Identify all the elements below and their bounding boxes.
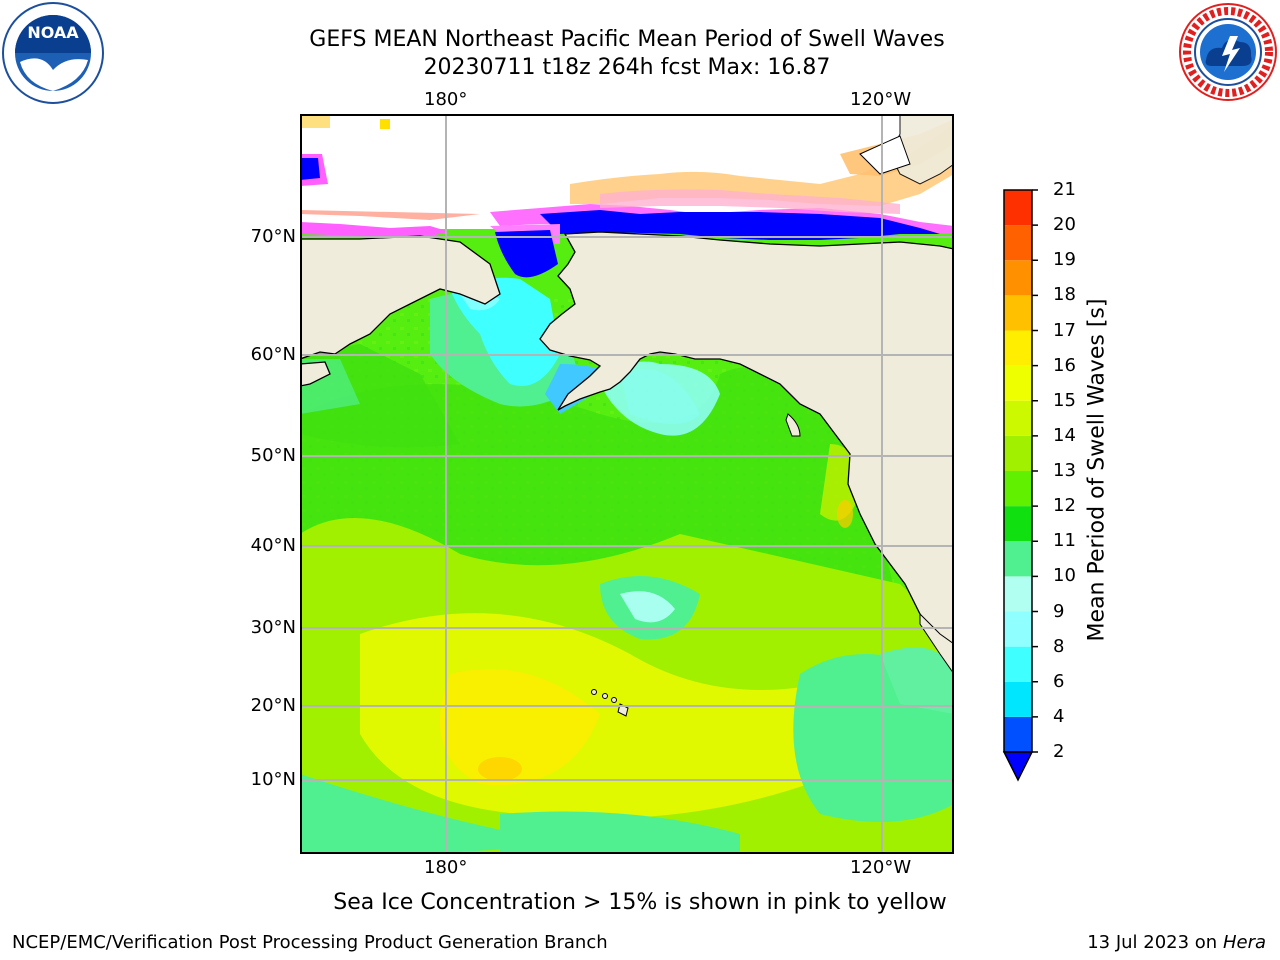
lat-label-70n: 70°N: [250, 226, 296, 247]
lat-label-50n: 50°N: [250, 445, 296, 466]
colorbar-tick-label: 17: [1053, 319, 1076, 341]
colorbar-tick-label: 9: [1053, 600, 1065, 622]
colorbar: [1002, 189, 1038, 782]
map-title: GEFS MEAN Northeast Pacific Mean Period …: [309, 27, 945, 52]
lon-label-bottom-120w: 120°W: [850, 857, 912, 878]
colorbar-tick-label: 19: [1053, 249, 1076, 271]
lon-label-top-180: 180°: [424, 89, 468, 110]
colorbar-tick-label: 14: [1053, 424, 1076, 446]
lat-label-20n: 20°N: [250, 695, 296, 716]
colorbar-bin: [1004, 365, 1032, 401]
lat-label-10n: 10°N: [250, 769, 296, 790]
colorbar-tick-label: 20: [1053, 214, 1076, 236]
swell-period-map: [300, 114, 954, 854]
noaa-logo-text: NOAA: [27, 23, 79, 42]
colorbar-bin: [1004, 400, 1032, 436]
colorbar-bin: [1004, 506, 1032, 542]
nws-logo-icon: [1179, 3, 1277, 101]
colorbar-tick-label: 21: [1053, 179, 1076, 200]
colorbar-tick-label: 13: [1053, 460, 1076, 481]
map-subtitle: 20230711 t18z 264h fcst Max: 16.87: [423, 55, 831, 80]
colorbar-bin: [1004, 295, 1032, 331]
colorbar-bin: [1004, 225, 1032, 261]
colorbar-bin: [1004, 541, 1032, 577]
colorbar-bin: [1004, 190, 1032, 226]
lat-label-40n: 40°N: [250, 535, 296, 556]
colorbar-tick-label: 15: [1053, 389, 1076, 411]
footer-date: 13 Jul 2023 on Hera: [1087, 932, 1266, 953]
colorbar-bin: [1004, 716, 1032, 752]
colorbar-bin: [1004, 471, 1032, 507]
lon-label-bottom-180: 180°: [424, 857, 468, 878]
colorbar-tick-label: 4: [1053, 705, 1065, 727]
colorbar-tick-label: 11: [1053, 530, 1076, 552]
colorbar-bin: [1004, 611, 1032, 647]
colorbar-tick-label: 2: [1053, 741, 1065, 762]
sea-ice-band: [300, 222, 450, 238]
colorbar-bin: [1004, 260, 1032, 296]
colorbar-bin: [1004, 576, 1032, 612]
noaa-logo-icon: NOAA: [2, 2, 104, 104]
land-alaska-canada: [539, 231, 954, 655]
footer-credit: NCEP/EMC/Verification Post Processing Pr…: [12, 932, 608, 953]
open-water-blue-arctic: [540, 210, 940, 240]
colorbar-bin: [1004, 330, 1032, 366]
footer-host: Hera: [1222, 932, 1266, 953]
colorbar-bin: [1004, 681, 1032, 717]
lon-label-top-120w: 120°W: [850, 89, 912, 110]
colorbar-tick-label: 18: [1053, 284, 1076, 306]
colorbar-tick-label: 10: [1053, 565, 1076, 587]
colorbar-tick-label: 16: [1053, 354, 1076, 376]
colorbar-tick-label: 8: [1053, 635, 1065, 657]
footer-date-text: 13 Jul 2023 on: [1087, 932, 1223, 953]
colorbar-bin: [1004, 646, 1032, 682]
lat-label-30n: 30°N: [250, 617, 296, 638]
sea-ice-caption: Sea Ice Concentration > 15% is shown in …: [333, 890, 947, 915]
colorbar-tick-label: 6: [1053, 670, 1065, 692]
colorbar-extend-arrow: [1002, 751, 1034, 782]
graticule: [300, 114, 954, 854]
colorbar-label: Mean Period of Swell Waves [s]: [1084, 298, 1110, 642]
colorbar-bin: [1004, 435, 1032, 471]
lat-label-60n: 60°N: [250, 344, 296, 365]
colorbar-tick-label: 12: [1053, 495, 1076, 517]
